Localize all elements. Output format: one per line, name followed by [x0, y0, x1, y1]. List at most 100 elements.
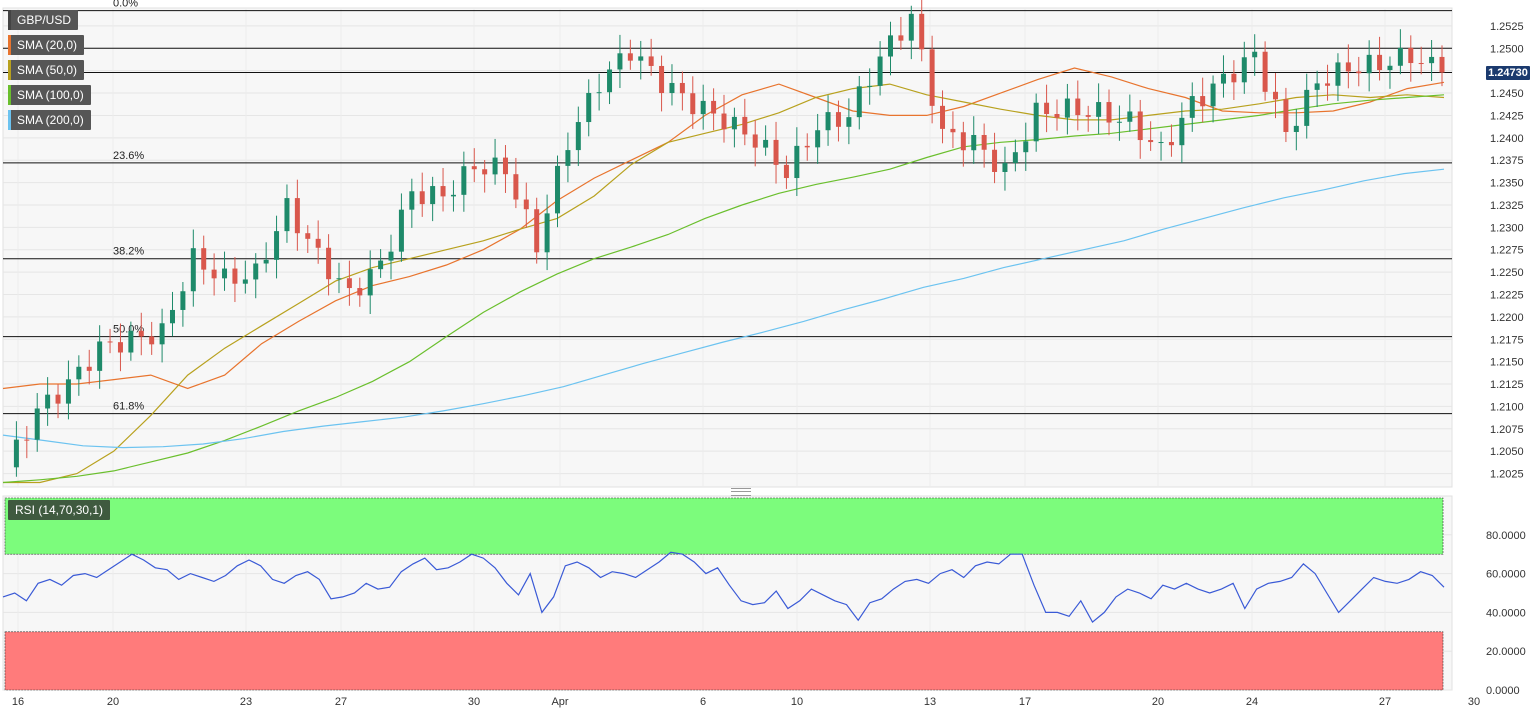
x-axis: 16 20 23 27 30 Apr 6 10 13 17 20 24 27 30 [12, 696, 1480, 708]
price-tick-label: 1.2050 [1490, 446, 1524, 458]
candle-body [648, 56, 654, 66]
price-tick-label: 1.2075 [1490, 424, 1524, 436]
candle-body [971, 134, 977, 151]
candle-body [294, 198, 300, 234]
legend-sma-100[interactable]: SMA (100,0) [8, 85, 91, 105]
candle-body [731, 116, 737, 130]
candle-body [97, 341, 103, 371]
candle-body [1418, 63, 1424, 65]
candle-body [222, 268, 228, 279]
candle-body [679, 82, 685, 94]
candle-body [544, 213, 550, 253]
candle-body [13, 439, 19, 468]
x-tick-label: 24 [1246, 696, 1258, 708]
candle-body [1023, 141, 1029, 153]
candle-body [190, 248, 196, 292]
x-tick-label: 30 [468, 696, 480, 708]
price-tick-label: 1.2100 [1490, 401, 1524, 413]
symbol-label[interactable]: GBP/USD [8, 10, 79, 30]
candle-body [1252, 51, 1258, 58]
candle-body [700, 100, 706, 115]
fib-level-label: 38.2% [113, 246, 144, 258]
candle-body [669, 82, 675, 94]
legend-sma-20[interactable]: SMA (20,0) [8, 35, 85, 55]
candle-body [86, 366, 92, 371]
x-tick-label: 17 [1019, 696, 1031, 708]
candle-body [1366, 54, 1372, 74]
x-tick-label: Apr [551, 696, 568, 708]
candle-body [242, 279, 248, 284]
overbought-zone [4, 497, 1444, 555]
x-tick-label: 27 [335, 696, 347, 708]
sma-line-3 [2, 168, 1445, 449]
legend-label-sma-200: SMA (200,0) [17, 113, 84, 127]
symbol-label-text: GBP/USD [17, 13, 72, 27]
candle-body [55, 394, 61, 404]
candle-body [877, 56, 883, 86]
candle-body [721, 113, 727, 130]
candle-body [575, 122, 581, 151]
legend-sma-200[interactable]: SMA (200,0) [8, 110, 91, 130]
candle-body [430, 186, 436, 205]
candle-body [1189, 96, 1195, 118]
candle-body [117, 342, 123, 353]
price-tick-label: 1.2500 [1490, 43, 1524, 55]
x-tick-label: 27 [1379, 696, 1391, 708]
candle-body [1085, 115, 1091, 117]
candle-body [596, 92, 602, 94]
candle-body [898, 35, 904, 41]
candle-body [440, 186, 446, 197]
candle-body [773, 139, 779, 165]
candle-body [1012, 152, 1018, 163]
legend-swatch-sma-20 [8, 35, 11, 55]
rsi-line [2, 551, 1445, 624]
candle-body [763, 139, 769, 148]
candle-body [336, 278, 342, 280]
candle-body [981, 134, 987, 150]
candle-body [450, 194, 456, 197]
rsi-tick-label: 0.0000 [1486, 685, 1520, 697]
legend-label-sma-100: SMA (100,0) [17, 88, 84, 102]
candle-body [555, 165, 561, 214]
candle-body [742, 116, 748, 135]
candle-body [378, 260, 384, 270]
candle-body [627, 53, 633, 61]
candle-body [534, 209, 540, 253]
candle-body [346, 278, 352, 289]
candle-body [815, 130, 821, 148]
candle-body [794, 145, 800, 179]
candle-body [1429, 56, 1435, 64]
price-grid [3, 8, 1452, 487]
candle-body [1054, 114, 1060, 118]
candle-body [201, 248, 207, 270]
candle-body [1116, 121, 1122, 123]
rsi-legend[interactable]: RSI (14,70,30,1) [8, 500, 111, 520]
price-tick-label: 1.2150 [1490, 357, 1524, 369]
legend-label-sma-20: SMA (20,0) [17, 38, 78, 52]
panel-resize-handle[interactable] [731, 488, 751, 496]
legend-sma-50[interactable]: SMA (50,0) [8, 60, 85, 80]
legend-swatch-sma-100 [8, 85, 11, 105]
candle-body [419, 191, 425, 205]
candle-body [24, 439, 30, 441]
candle-body [305, 233, 311, 239]
candle-body [1220, 73, 1226, 84]
candle-body [867, 85, 873, 87]
legend-label-sma-50: SMA (50,0) [17, 63, 78, 77]
candle-body [1439, 56, 1445, 73]
candle-body [1304, 89, 1310, 126]
candle-body [502, 157, 508, 175]
candle-body [159, 323, 165, 345]
price-tick-label: 1.2525 [1490, 21, 1524, 33]
candle-body [1148, 140, 1154, 143]
candle-body [1345, 62, 1351, 72]
candle-body [1325, 83, 1331, 86]
rsi-tick-label: 40.0000 [1486, 607, 1526, 619]
candle-body [1075, 98, 1081, 116]
candle-body [34, 408, 40, 440]
price-tick-label: 1.2175 [1490, 334, 1524, 346]
candle-body [752, 134, 758, 148]
candle-body [149, 336, 155, 345]
candle-body [1064, 98, 1070, 118]
